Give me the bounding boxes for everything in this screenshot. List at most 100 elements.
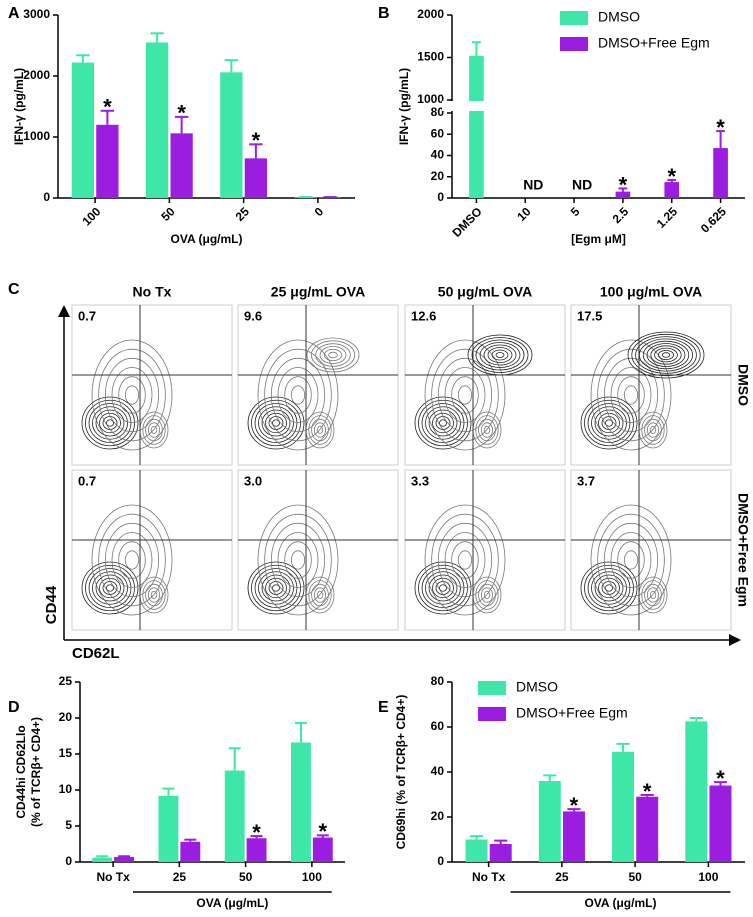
contour (654, 347, 678, 363)
significance-label: * (716, 115, 725, 140)
contour (635, 336, 697, 374)
contour (316, 591, 324, 600)
contour (313, 587, 326, 603)
contour (118, 376, 146, 414)
x-tick-label: 50 (239, 870, 253, 884)
y-tick-label: 40 (431, 764, 445, 778)
x-tick-label: 25 (173, 870, 187, 884)
x-tick-label: 2.5 (610, 204, 632, 226)
contour (475, 339, 525, 371)
contour (631, 333, 701, 377)
contour (98, 348, 166, 442)
contour (95, 409, 125, 437)
column-title: 50 μg/mL OVA (438, 284, 532, 300)
x-tick-label: 5 (568, 204, 583, 219)
contour (483, 344, 517, 366)
contour (306, 337, 360, 373)
y-tick-label: 25 (59, 674, 73, 688)
contour (598, 577, 620, 599)
bar (170, 133, 193, 198)
contour (610, 367, 652, 423)
contour (104, 357, 160, 433)
panel-letter: A (8, 5, 20, 22)
x-tick-label: 50 (628, 870, 642, 884)
x-tick-label: 0.625 (698, 204, 729, 235)
contour (587, 568, 631, 608)
legend-label: DMSO+Free Egm (516, 705, 628, 721)
plot-frame (404, 304, 566, 466)
panel-letter: D (8, 699, 20, 716)
contour (418, 564, 468, 612)
contour (257, 504, 339, 616)
x-axis-title: OVA (μg/mL) (584, 896, 656, 910)
contour (480, 422, 493, 438)
gate-percentage: 3.7 (577, 473, 595, 488)
contour (251, 399, 301, 447)
contour (319, 346, 347, 364)
bar (685, 721, 708, 862)
contour (258, 406, 294, 440)
gate-percentage: 17.5 (577, 308, 602, 323)
contour (594, 409, 624, 437)
y-tick-label: 5 (65, 818, 72, 832)
contour (439, 419, 447, 427)
contour-plot (570, 469, 732, 631)
contour (124, 550, 140, 570)
contour (425, 406, 461, 440)
bar (92, 857, 113, 862)
x-axis-title: CD62L (72, 645, 120, 662)
contour (118, 541, 146, 579)
axis-break (442, 101, 745, 111)
significance-label: * (643, 779, 652, 804)
x-axis-title: OVA (μg/mL) (196, 896, 268, 910)
y-tick-label: 80 (431, 105, 445, 119)
bar (612, 751, 635, 862)
contour (617, 541, 645, 579)
gate-percentage: 3.3 (411, 473, 429, 488)
x-tick-label: No Tx (96, 870, 130, 884)
bar (615, 191, 631, 198)
y-tick-label: 10 (59, 782, 73, 796)
x-tick-label: 1.25 (654, 204, 681, 231)
bar (713, 148, 728, 198)
contour (590, 339, 672, 451)
contour (150, 425, 158, 434)
contour (487, 347, 513, 363)
x-tick-label: No Tx (472, 870, 506, 884)
significance-label: * (103, 95, 112, 120)
contour (444, 367, 486, 423)
bar (709, 785, 732, 862)
bar (180, 841, 201, 862)
contour (270, 357, 326, 433)
gate-percentage: 0.7 (78, 308, 96, 323)
significance-label: * (319, 819, 328, 844)
contour (594, 574, 624, 602)
bar (220, 72, 243, 198)
contour (425, 571, 461, 605)
contour-plot (570, 304, 732, 466)
contour (414, 561, 472, 615)
y-tick-label: 80 (431, 674, 445, 688)
legend-swatch (478, 707, 506, 721)
column-title: No Tx (133, 284, 172, 300)
contour (106, 419, 114, 427)
contour (584, 564, 634, 612)
contour (106, 584, 114, 592)
significance-label: * (177, 101, 186, 126)
x-tick-label: 0 (312, 204, 327, 219)
contour (290, 385, 306, 405)
contour (328, 351, 338, 359)
contour (323, 348, 343, 362)
contour-plot (404, 304, 566, 466)
contour (457, 550, 473, 570)
contour (647, 422, 660, 438)
contour (580, 561, 638, 615)
contour (124, 385, 140, 405)
contour (265, 577, 287, 599)
legend-label: DMSO+Free Egm (598, 35, 710, 51)
contour (661, 352, 671, 358)
y-axis-title: IFN-γ (pg/mL) (12, 68, 26, 145)
significance-label: ND (572, 177, 592, 193)
significance-label: * (252, 820, 261, 845)
